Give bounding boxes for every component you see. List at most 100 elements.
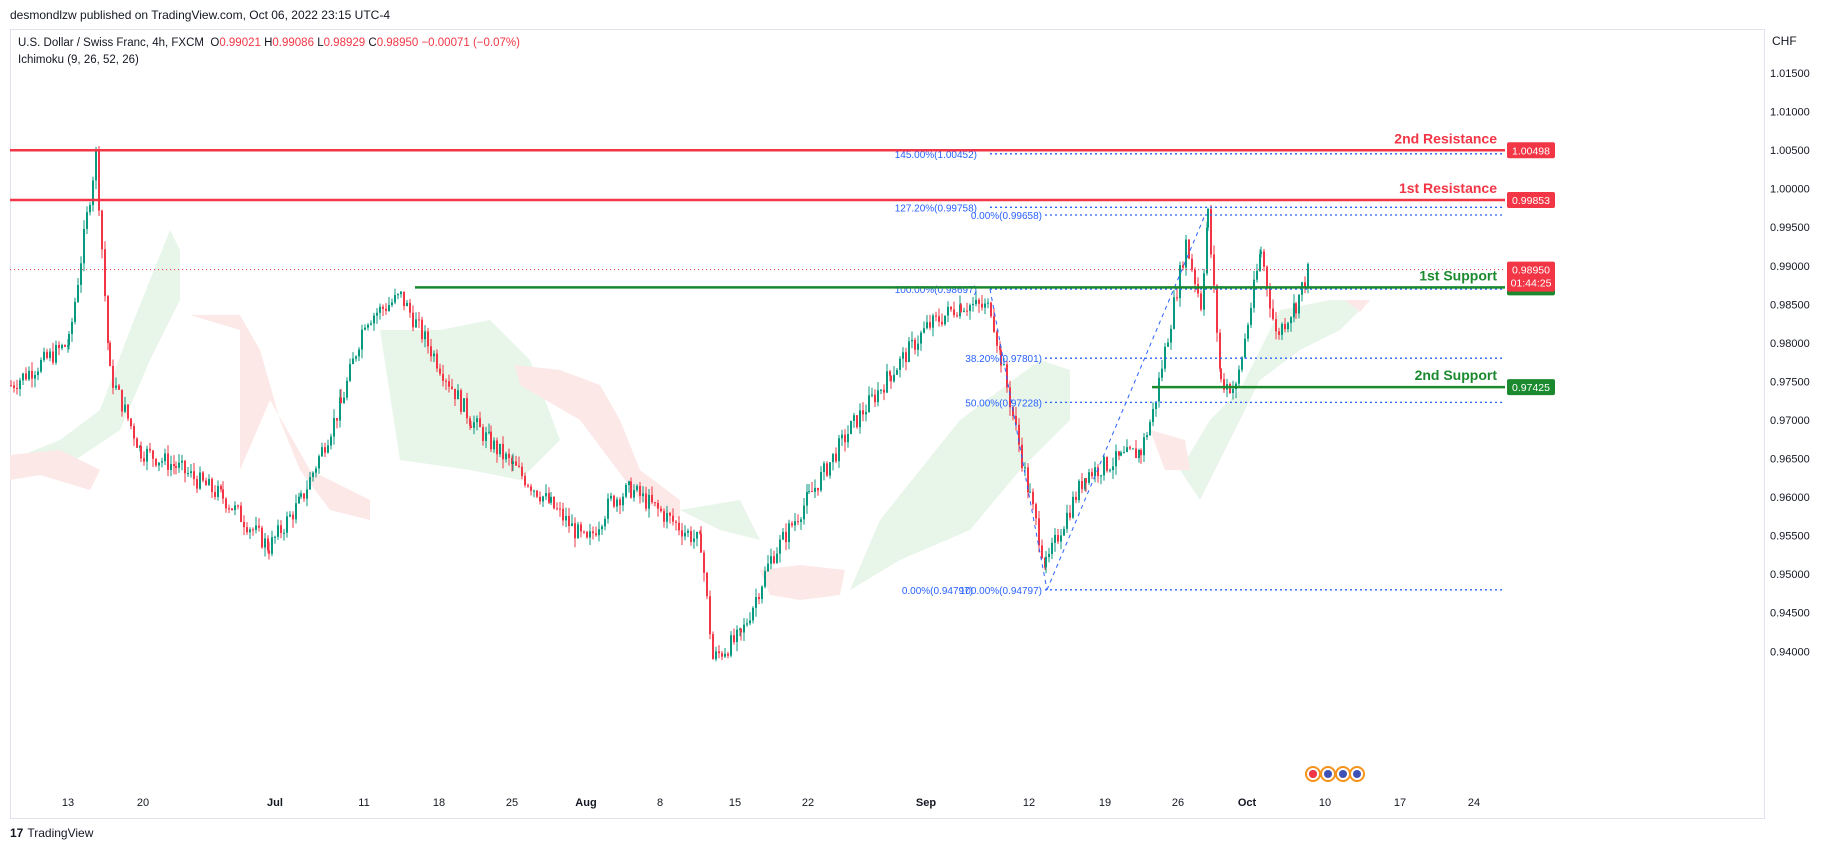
candle-body (146, 448, 148, 462)
candle-body (806, 491, 808, 506)
candle-body (1304, 282, 1306, 288)
candle-body (442, 373, 444, 381)
candle-body (820, 472, 822, 491)
candle-body (511, 458, 513, 464)
candle-body (74, 301, 76, 322)
currency-label: CHF (1772, 34, 1797, 48)
candle-body (28, 370, 30, 380)
candle-body (385, 308, 387, 311)
candle-body (95, 149, 97, 181)
price-tick-label: 0.94000 (1770, 646, 1810, 658)
candle-body (415, 319, 417, 328)
symbol-title[interactable]: U.S. Dollar / Swiss Franc, 4h, FXCM (18, 37, 204, 49)
low-value: 0.98929 (323, 37, 366, 49)
candle-body (518, 465, 520, 467)
candle-body (817, 487, 819, 491)
candle-body (37, 371, 39, 376)
candle-body (797, 521, 799, 523)
candle-body (877, 390, 879, 403)
candle-body (330, 436, 332, 446)
candle-body (838, 438, 840, 462)
candle-body (255, 525, 257, 530)
candle-body (127, 404, 129, 419)
candle-body (364, 327, 366, 330)
candle-body (1266, 266, 1268, 289)
fib-level-label: 0.00%(0.94797) (902, 586, 973, 597)
candle-body (406, 302, 408, 307)
candle-body (473, 422, 475, 428)
candle-body (696, 531, 698, 539)
candle-body (234, 505, 236, 511)
fib-trend-line (989, 289, 1048, 590)
candle-body (1253, 279, 1255, 308)
candle-body (286, 516, 288, 533)
candle-body (349, 364, 351, 381)
price-tick-label: 0.95500 (1770, 531, 1810, 543)
candle-body (1024, 467, 1026, 469)
candle-body (306, 489, 308, 499)
candle-body (124, 404, 126, 412)
candle-body (628, 481, 630, 486)
candle-body (550, 496, 552, 503)
candle-body (1216, 285, 1218, 333)
candle-body (1035, 504, 1037, 519)
candle-body (409, 302, 411, 313)
candle-body (1206, 227, 1208, 274)
candle-body (889, 371, 891, 376)
candle-body (736, 629, 738, 643)
candle-body (1106, 456, 1108, 471)
candle-body (972, 304, 974, 306)
level-name-label: 2nd Resistance (1394, 130, 1497, 146)
candle-body (1298, 294, 1300, 314)
ichimoku-cloud-bullish (380, 320, 560, 480)
candle-body (1149, 422, 1151, 436)
candle-body (274, 536, 276, 538)
candle-body (524, 475, 526, 486)
candle-body (619, 499, 621, 506)
candle-body (690, 530, 692, 542)
price-tick-label: 1.01500 (1770, 68, 1810, 80)
fib-level-label: 145.00%(1.00452) (895, 150, 977, 161)
candle-body (874, 394, 876, 403)
candle-body (1210, 208, 1212, 255)
candle-body (376, 312, 378, 316)
candle-body (25, 373, 27, 380)
candle-body (252, 529, 254, 531)
candle-body (1152, 408, 1154, 423)
candle-body (630, 481, 632, 498)
candle-body (764, 571, 766, 587)
candle-body (1057, 534, 1059, 542)
candle-body (243, 521, 245, 528)
candle-body (1009, 387, 1011, 408)
candle-body (83, 228, 85, 264)
indicator-label[interactable]: Ichimoku (9, 26, 52, 26) (18, 54, 139, 66)
candle-body (1041, 545, 1043, 559)
candle-body (1219, 332, 1221, 369)
tradingview-logo-icon: 17 (10, 826, 24, 840)
flag-icon (1324, 770, 1332, 778)
ichimoku-cloud-bullish (850, 360, 1070, 590)
candle-body (740, 628, 742, 633)
candle-body (999, 345, 1001, 351)
candle-body (853, 415, 855, 421)
price-tick-label: 0.98000 (1770, 338, 1810, 350)
current-price-tag (1507, 261, 1555, 292)
candle-body (1143, 437, 1145, 456)
candle-body (361, 329, 363, 350)
ichimoku-cloud-bearish (1345, 300, 1370, 312)
chart-frame[interactable] (10, 29, 1765, 819)
candle-body (1097, 467, 1099, 477)
candle-body (312, 472, 314, 478)
candle-body (211, 479, 213, 492)
candle-body (149, 448, 151, 451)
candle-body (1247, 324, 1249, 339)
fib-level-label: 100.00%(0.94797) (960, 586, 1042, 597)
candle-body (782, 531, 784, 540)
candle-body (34, 375, 36, 379)
candle-body (542, 496, 544, 502)
candle-body (850, 420, 852, 435)
candle-body (104, 249, 106, 297)
candle-body (1182, 265, 1184, 268)
ichimoku-cloud-bullish (680, 500, 760, 540)
